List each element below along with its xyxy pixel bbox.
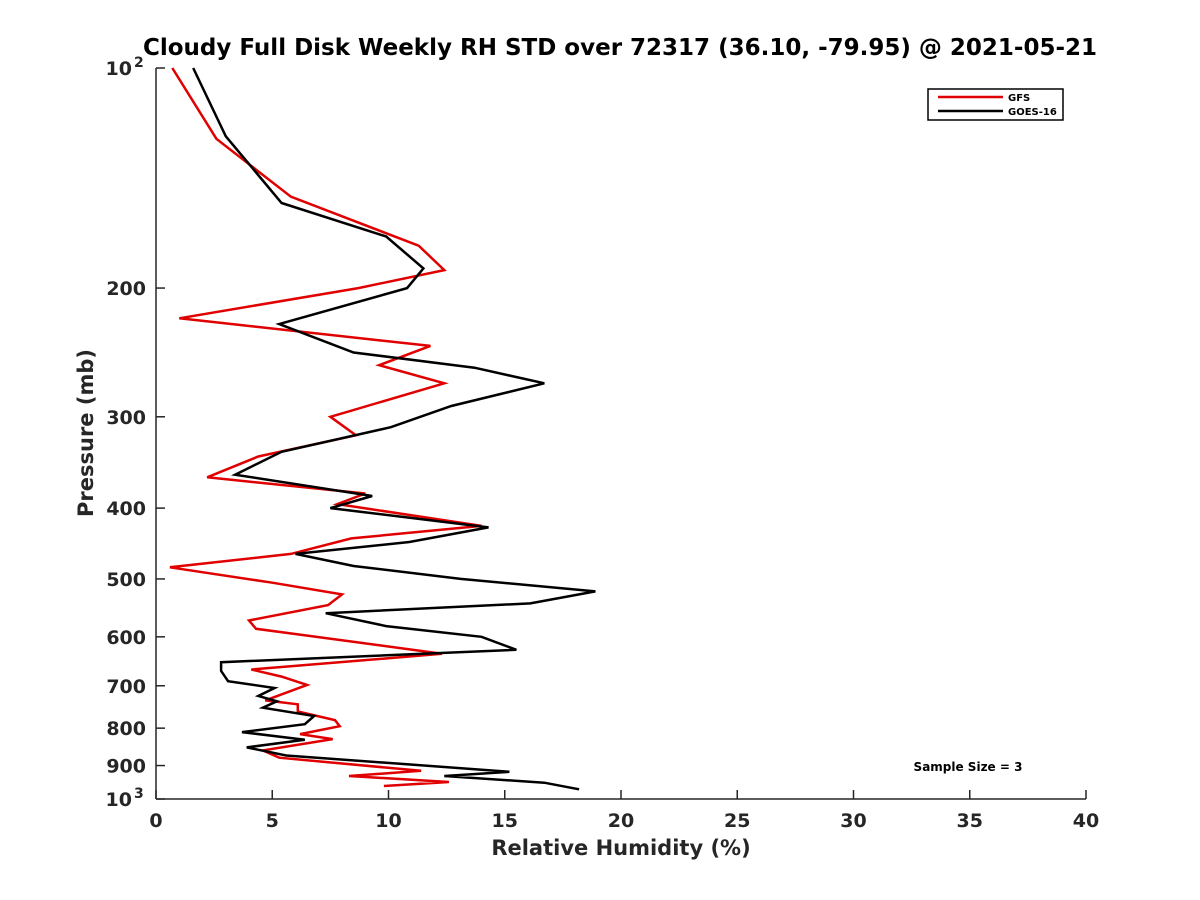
legend-label-gfs: GFS <box>1008 93 1030 104</box>
legend-label-goes-16: GOES-16 <box>1008 107 1057 118</box>
sample-size-annotation: Sample Size = 3 <box>914 760 1023 774</box>
y-tick-label: 10 <box>106 789 132 811</box>
y-tick-label: 10 <box>106 58 132 80</box>
chart-title: Cloudy Full Disk Weekly RH STD over 7231… <box>143 35 1097 61</box>
x-tick-label: 30 <box>840 810 866 832</box>
x-tick-label: 35 <box>957 810 983 832</box>
x-axis-title: Relative Humidity (%) <box>491 836 750 860</box>
y-tick-label: 500 <box>106 569 146 591</box>
legend-box <box>927 88 1064 121</box>
x-tick-label: 15 <box>492 810 518 832</box>
legend: GFS GOES-16 <box>927 88 1064 121</box>
y-tick-exponent: 3 <box>134 786 144 802</box>
y-tick-label: 600 <box>106 627 146 649</box>
y-tick-label: 900 <box>106 756 146 778</box>
series-line-gfs <box>169 67 482 788</box>
y-tick-label: 200 <box>106 278 146 300</box>
x-tick-label: 40 <box>1073 810 1099 832</box>
x-tick-label: 5 <box>266 810 279 832</box>
y-axis-title: Pressure (mb) <box>74 349 98 517</box>
series-layer <box>169 67 596 791</box>
series-line-goes-16 <box>192 67 596 791</box>
y-tick-label: 800 <box>106 718 146 740</box>
x-tick-label: 25 <box>724 810 750 832</box>
x-tick-label: 10 <box>375 810 401 832</box>
y-tick-exponent: 2 <box>134 55 144 71</box>
x-tick-label: 20 <box>608 810 634 832</box>
y-tick-label: 400 <box>106 498 146 520</box>
x-tick-label: 0 <box>149 810 162 832</box>
y-tick-label: 300 <box>106 407 146 429</box>
x-axis-ticks: 0 5 10 15 20 25 30 35 40 <box>149 790 1099 832</box>
y-tick-label: 700 <box>106 676 146 698</box>
